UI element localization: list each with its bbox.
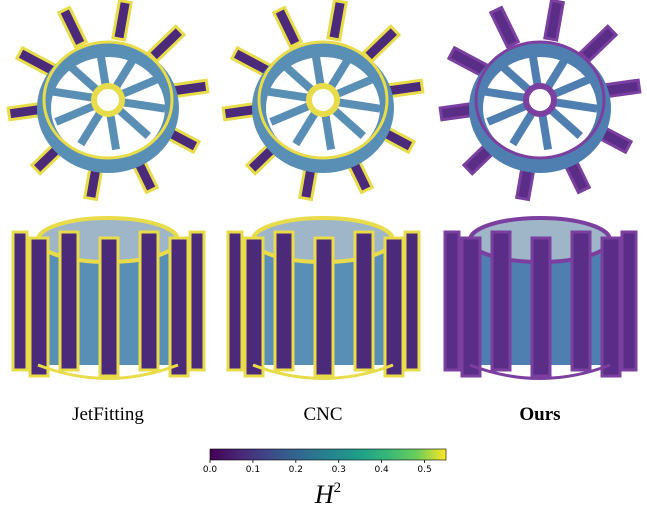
fin [532, 238, 550, 376]
fin [572, 232, 590, 370]
fin [622, 232, 636, 370]
paddle [113, 0, 131, 40]
method-label: JetFitting [72, 404, 144, 425]
method-label: Ours [519, 404, 560, 425]
paddle [580, 26, 616, 61]
fin [462, 238, 480, 376]
colorbar-tick-label: 0.5 [417, 465, 431, 475]
paddle [59, 7, 86, 46]
fin [140, 232, 158, 370]
colorbar-tick-label: 0.4 [374, 465, 389, 475]
colorbar-tick-label: 0.1 [246, 465, 260, 475]
colorbar-tick-label: 0.3 [332, 465, 346, 475]
fin [30, 238, 48, 376]
fin [228, 232, 242, 370]
paddle [363, 26, 399, 61]
fin [60, 232, 78, 370]
colorbar-tick-label: 0.2 [289, 465, 303, 475]
paddle [328, 0, 346, 40]
paddle [148, 26, 184, 61]
fin [355, 232, 373, 370]
colorbar [210, 449, 446, 460]
renders [8, 0, 640, 378]
fin [100, 238, 118, 376]
fin [170, 238, 188, 376]
fin [190, 232, 204, 370]
paddle [545, 0, 563, 40]
fin [445, 232, 459, 370]
figure: JetFitting CNC Ours H2 0.0 0.1 0.2 0.3 0.4 0.… [0, 0, 647, 510]
fin [245, 238, 263, 376]
fin [405, 232, 419, 370]
paddle [491, 7, 518, 46]
method-label: CNC [303, 404, 342, 425]
colorbar-label: H2 [314, 480, 341, 509]
fin [315, 238, 333, 376]
fin [275, 232, 293, 370]
fin [602, 238, 620, 376]
fin [13, 232, 27, 370]
fin [385, 238, 403, 376]
fin [492, 232, 510, 370]
colorbar-tick-label: 0.0 [203, 465, 218, 475]
hub [94, 86, 122, 114]
hub [309, 86, 337, 114]
hub [526, 86, 554, 114]
paddle [274, 7, 301, 46]
